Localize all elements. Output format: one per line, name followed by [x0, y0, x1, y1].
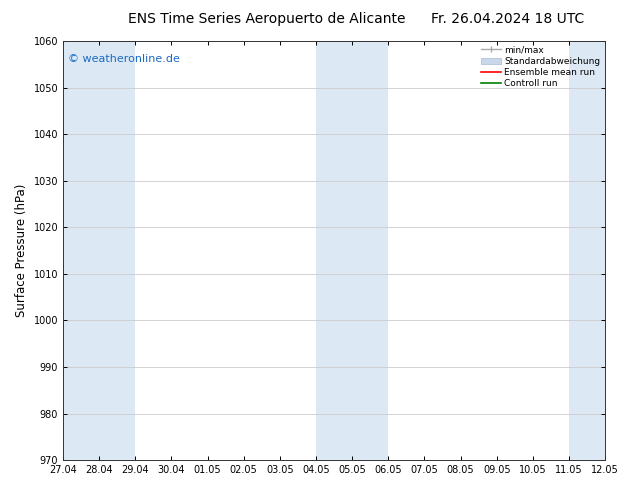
Bar [63, 41, 135, 460]
Bar [316, 41, 388, 460]
Legend: min/max, Standardabweichung, Ensemble mean run, Controll run: min/max, Standardabweichung, Ensemble me… [478, 43, 604, 91]
Text: Fr. 26.04.2024 18 UTC: Fr. 26.04.2024 18 UTC [430, 12, 584, 26]
Y-axis label: Surface Pressure (hPa): Surface Pressure (hPa) [15, 184, 28, 318]
Text: © weatheronline.de: © weatheronline.de [68, 53, 180, 64]
Text: ENS Time Series Aeropuerto de Alicante: ENS Time Series Aeropuerto de Alicante [127, 12, 405, 26]
Bar [569, 41, 605, 460]
